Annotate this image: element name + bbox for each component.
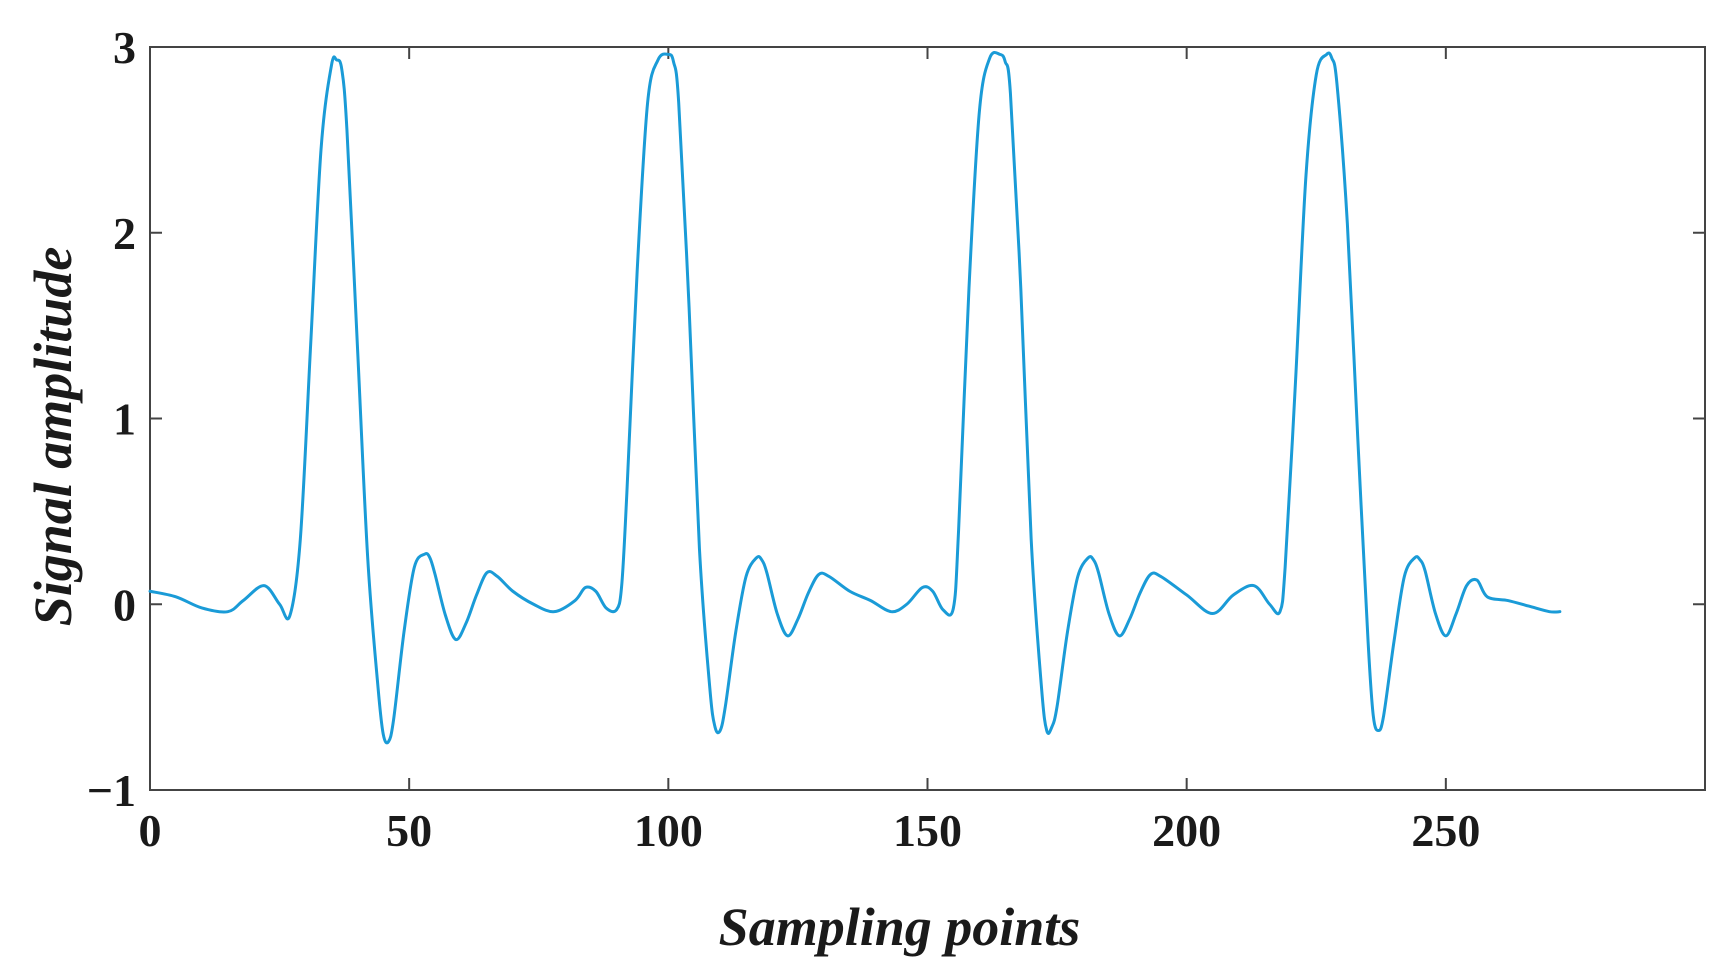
y-tick-label: 2 (113, 208, 136, 259)
y-tick-label: 3 (113, 22, 136, 73)
y-axis-title: Signal amplitude (23, 247, 83, 627)
y-axis-ticks: −1 0 1 2 3 (87, 22, 1705, 816)
x-axis-ticks: 0 50 100 150 200 250 (139, 47, 1480, 856)
x-tick-label: 100 (634, 805, 703, 856)
y-tick-label: 1 (113, 394, 136, 445)
y-tick-label: −1 (87, 765, 136, 816)
x-tick-label: 0 (139, 805, 162, 856)
x-tick-label: 150 (893, 805, 962, 856)
plot-frame (149, 46, 1706, 791)
x-tick-label: 200 (1152, 805, 1221, 856)
x-tick-label: 50 (386, 805, 432, 856)
signal-series-line (148, 50, 1562, 745)
x-axis-title: Sampling points (719, 897, 1081, 957)
x-tick-label: 250 (1411, 805, 1480, 856)
y-tick-label: 0 (113, 579, 136, 630)
